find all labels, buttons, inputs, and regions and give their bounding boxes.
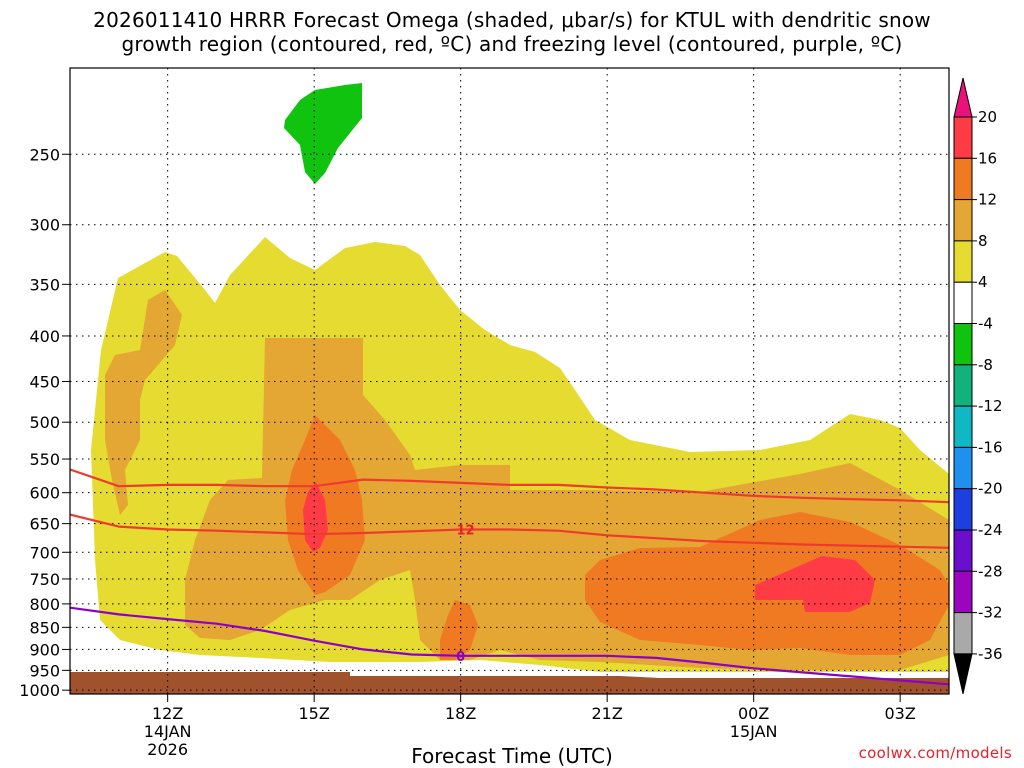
- colorbar-overflow-top: [953, 77, 973, 118]
- contour-lines: [70, 468, 949, 686]
- y-tick-label: 250: [29, 145, 60, 164]
- colorbar-swatch: [953, 199, 973, 242]
- colorbar-label: -12: [978, 397, 1003, 415]
- dgz-lower--18C-line: [70, 513, 949, 549]
- contour-label: 0: [456, 650, 465, 665]
- y-tick-label: 1000: [19, 681, 60, 700]
- colorbar-label: 4: [978, 273, 988, 291]
- colorbar-swatch: [953, 446, 973, 490]
- y-tick-label: 600: [29, 484, 60, 503]
- colorbar: 20 16 12 8 4 -4 -8 -12 -16 -20 -24 -28 -32 -36: [953, 77, 1003, 695]
- y-tick-label: 900: [29, 640, 60, 659]
- y-tick-label: 850: [29, 618, 60, 637]
- omega-region-orange-small: [440, 600, 478, 660]
- contour-label: 12: [457, 524, 475, 539]
- colorbar-swatch: [953, 405, 973, 448]
- x-tick-label: 18Z: [445, 704, 476, 723]
- colorbar-swatch: [953, 488, 973, 531]
- colorbar-label: -4: [978, 315, 993, 333]
- colorbar-label: 16: [978, 149, 997, 167]
- x-tick-label: 15Z: [299, 704, 330, 723]
- x-tick-year: 2026: [147, 740, 188, 759]
- x-tick-label: 21Z: [592, 704, 623, 723]
- y-tick-label: 750: [29, 570, 60, 589]
- chart-title-line2: growth region (contoured, red, ºC) and f…: [121, 32, 903, 56]
- dgz-upper--12C-line: [70, 468, 949, 504]
- y-tick-label: 700: [29, 543, 60, 562]
- colorbar-swatch: [953, 612, 973, 655]
- colorbar-label: -20: [978, 480, 1003, 498]
- colorbar-label: -24: [978, 521, 1003, 539]
- y-tick-label: 800: [29, 595, 60, 614]
- colorbar-label: -16: [978, 438, 1003, 456]
- x-tick-label: 00Z: [738, 704, 769, 723]
- colorbar-swatch: [953, 157, 973, 201]
- colorbar-label: -36: [978, 645, 1003, 663]
- contour-labels: 12 0: [456, 524, 475, 665]
- y-tick-label: 350: [29, 275, 60, 294]
- x-tick-label: 12Z: [152, 704, 183, 723]
- y-axis-ticks: 250 300 350 400 450 500 550 600 650 700 750 800 850 9…: [19, 145, 70, 700]
- colorbar-swatch: [953, 364, 973, 407]
- y-tick-label: 500: [29, 413, 60, 432]
- credit-text: coolwx.com/models: [858, 744, 1012, 762]
- colorbar-label: 20: [978, 108, 997, 126]
- freezing-level-0C-line: [70, 606, 949, 686]
- colorbar-swatch: [953, 116, 973, 159]
- shaded-field: [70, 83, 949, 694]
- terrain-fill: [70, 672, 949, 694]
- colorbar-swatch: [953, 281, 973, 325]
- chart-title-line1: 2026011410 HRRR Forecast Omega (shaded, …: [93, 8, 931, 32]
- pressure-gridlines: [70, 153, 949, 691]
- y-tick-label: 650: [29, 515, 60, 534]
- colorbar-overflow-bottom: [953, 653, 973, 695]
- colorbar-label: -32: [978, 604, 1003, 622]
- colorbar-swatch: [953, 240, 973, 283]
- time-gridlines: [167, 68, 901, 694]
- colorbar-swatch: [953, 570, 973, 614]
- colorbar-label: 8: [978, 232, 988, 250]
- y-tick-label: 550: [29, 450, 60, 469]
- colorbar-label: -8: [978, 356, 993, 374]
- x-tick-label: 03Z: [885, 704, 916, 723]
- y-tick-label: 300: [29, 216, 60, 235]
- colorbar-label: -28: [978, 562, 1003, 580]
- omega-region-red-right: [755, 556, 875, 612]
- y-tick-label: 450: [29, 372, 60, 391]
- colorbar-label: 12: [978, 191, 997, 209]
- omega-region-green: [284, 83, 362, 184]
- colorbar-swatch: [953, 529, 973, 572]
- x-axis-label: Forecast Time (UTC): [411, 744, 613, 768]
- x-tick-date: 15JAN: [730, 722, 778, 741]
- x-tick-date: 14JAN: [144, 722, 192, 741]
- colorbar-swatch: [953, 323, 973, 366]
- y-tick-label: 950: [29, 661, 60, 680]
- y-tick-label: 400: [29, 327, 60, 346]
